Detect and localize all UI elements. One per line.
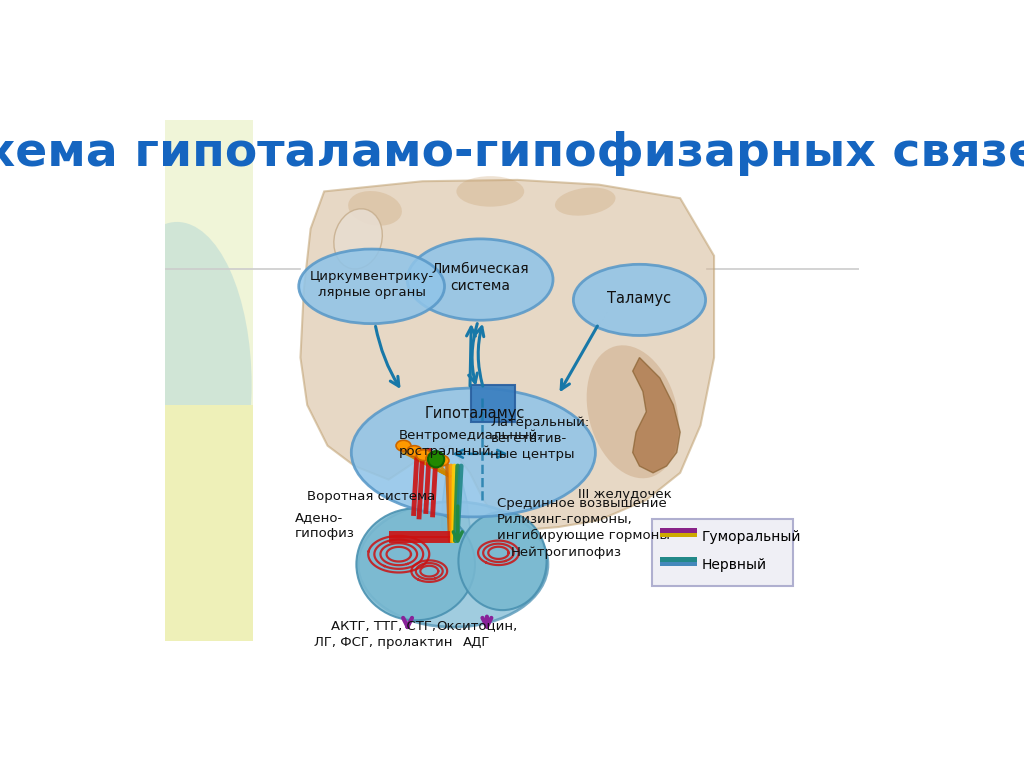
Text: Нервный: Нервный (701, 558, 767, 572)
Ellipse shape (408, 239, 553, 320)
Bar (165, 121, 253, 641)
Ellipse shape (358, 502, 548, 627)
Ellipse shape (351, 388, 595, 517)
Bar (659, 528, 697, 533)
Text: III желудочек: III желудочек (579, 488, 672, 501)
Polygon shape (441, 473, 470, 538)
Text: Таламус: Таламус (607, 291, 672, 306)
Circle shape (428, 451, 444, 468)
Ellipse shape (417, 450, 431, 461)
Ellipse shape (587, 346, 679, 478)
Ellipse shape (573, 264, 706, 336)
Text: Латеральный:
вегетатив-
ные центры: Латеральный: вегетатив- ные центры (490, 416, 590, 462)
Text: Адено-
гипофиз: Адено- гипофиз (295, 511, 355, 540)
Polygon shape (300, 180, 714, 531)
Text: Циркумвентрику-
лярные органы: Циркумвентрику- лярные органы (309, 270, 434, 300)
Text: Лимбическая
система: Лимбическая система (431, 262, 529, 293)
Ellipse shape (334, 209, 382, 269)
Ellipse shape (299, 249, 444, 323)
Ellipse shape (102, 222, 252, 548)
Text: Воротная система: Воротная система (307, 490, 435, 503)
FancyBboxPatch shape (651, 519, 794, 586)
Bar (659, 557, 697, 561)
Ellipse shape (457, 176, 524, 207)
Bar (659, 532, 697, 538)
Text: Гипоталамус: Гипоталамус (425, 406, 525, 421)
Ellipse shape (459, 511, 547, 610)
Ellipse shape (407, 445, 422, 456)
Text: Окситоцин,
АДГ: Окситоцин, АДГ (436, 620, 517, 649)
Text: Гуморальный: Гуморальный (701, 530, 802, 544)
Text: Рилизинг-гормоны,
ингибирующие гормоны: Рилизинг-гормоны, ингибирующие гормоны (497, 512, 670, 541)
Polygon shape (633, 358, 680, 473)
Bar (471, 385, 515, 422)
Bar (165, 405, 253, 641)
Text: Схема гипоталамо-гипофизарных связей: Схема гипоталамо-гипофизарных связей (0, 130, 1024, 176)
Text: Вентромедиальный,
ростральный: Вентромедиальный, ростральный (398, 429, 542, 458)
Ellipse shape (426, 453, 440, 464)
Ellipse shape (396, 440, 411, 451)
Text: Срединное возвышение: Срединное возвышение (497, 497, 667, 510)
Bar (659, 561, 697, 566)
Text: АКТГ, ТТГ, СТГ,
ЛГ, ФСГ, пролактин: АКТГ, ТТГ, СТГ, ЛГ, ФСГ, пролактин (314, 620, 453, 649)
Ellipse shape (356, 508, 475, 621)
Ellipse shape (555, 187, 615, 216)
Ellipse shape (348, 191, 401, 226)
Ellipse shape (434, 455, 449, 466)
Text: Нейтрогипофиз: Нейтрогипофиз (511, 546, 622, 559)
